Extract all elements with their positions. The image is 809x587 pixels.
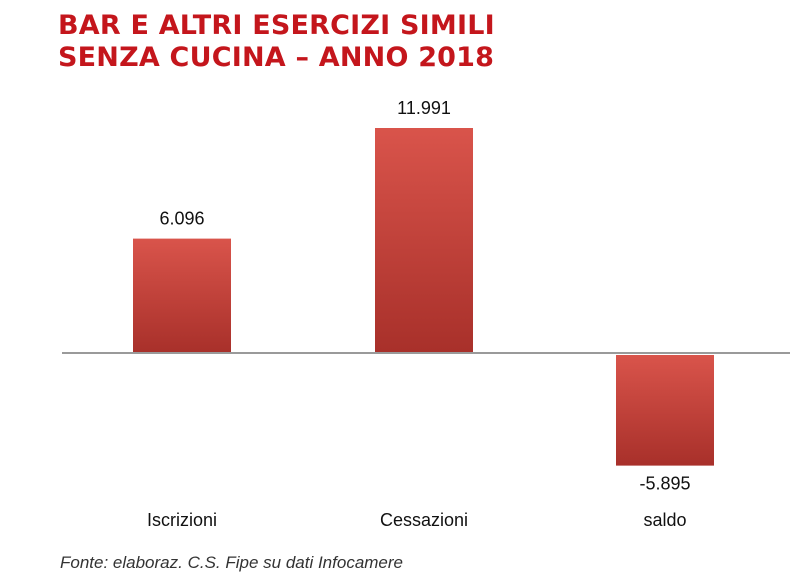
chart-title-line-2: SENZA CUCINA – ANNO 2018 [58,42,495,73]
category-label: saldo [643,510,686,530]
value-label: 6.096 [159,209,204,229]
labels-group: 6.096 Iscrizioni 11.991 Cessazioni -5.895 sal… [147,98,691,530]
bars-group [133,128,714,466]
source-note: Fonte: elaboraz. C.S. Fipe su dati Infoc… [60,553,404,572]
value-label: 11.991 [397,98,451,118]
bar-iscrizioni [133,238,231,353]
chart-title: BAR E ALTRI ESERCIZI SIMILI SENZA CUCINA… [58,10,495,74]
category-label: Cessazioni [380,510,468,530]
bar-saldo [616,355,714,466]
bar-cessazioni [375,128,473,353]
chart-title-line-1: BAR E ALTRI ESERCIZI SIMILI [58,10,495,41]
value-label: -5.895 [639,474,690,494]
category-label: Iscrizioni [147,510,217,530]
